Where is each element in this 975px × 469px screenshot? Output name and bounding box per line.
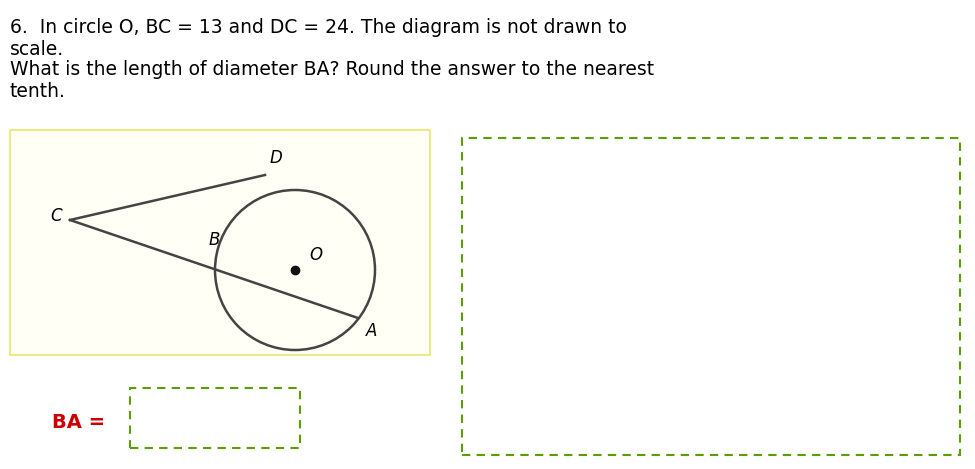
- Bar: [462, 138, 960, 455]
- Text: 6.  In circle O, BC = 13 and DC = 24. The diagram is not drawn to: 6. In circle O, BC = 13 and DC = 24. The…: [10, 18, 627, 37]
- Text: O: O: [309, 246, 322, 264]
- Text: D: D: [270, 149, 283, 167]
- Text: B: B: [209, 231, 220, 249]
- Text: C: C: [51, 207, 62, 225]
- Bar: [10, 130, 430, 355]
- Text: scale.: scale.: [10, 40, 64, 59]
- Text: tenth.: tenth.: [10, 82, 66, 101]
- Text: BA =: BA =: [52, 413, 105, 431]
- Bar: [130, 388, 300, 448]
- Text: A: A: [366, 322, 377, 340]
- Text: What is the length of diameter BA? Round the answer to the nearest: What is the length of diameter BA? Round…: [10, 60, 654, 79]
